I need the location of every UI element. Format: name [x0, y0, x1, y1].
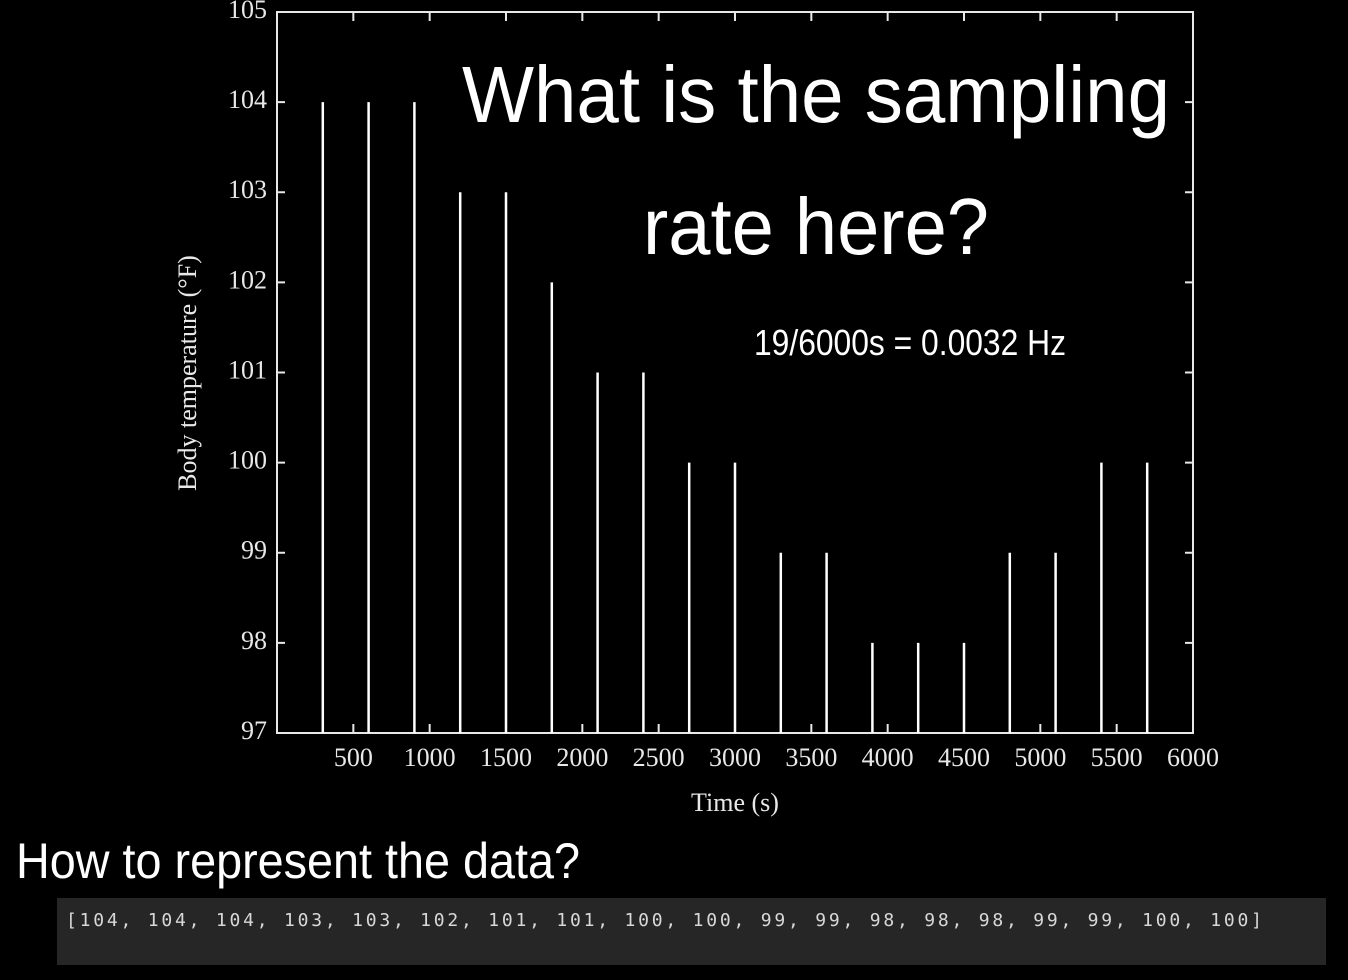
x-tick-label: 500 — [334, 743, 373, 772]
x-tick-label: 1500 — [480, 743, 532, 772]
y-tick-label: 102 — [228, 265, 267, 294]
y-tick-label: 101 — [228, 355, 267, 384]
y-axis-label: Body temperature (°F) — [173, 255, 202, 491]
annotation: 19/6000s = 0.0032 Hz — [754, 322, 1066, 363]
x-tick-label: 1000 — [404, 743, 456, 772]
title-line: rate here? — [643, 182, 989, 271]
x-tick-label: 6000 — [1167, 743, 1219, 772]
y-tick-label: 97 — [241, 716, 267, 745]
x-tick-label: 3000 — [709, 743, 761, 772]
y-tick-label: 104 — [228, 85, 267, 114]
question: How to represent the data? — [16, 833, 580, 889]
x-tick-label: 5000 — [1014, 743, 1066, 772]
x-tick-label: 2000 — [556, 743, 608, 772]
y-tick-label: 103 — [228, 175, 267, 204]
x-tick-label: 2500 — [633, 743, 685, 772]
x-axis-label: Time (s) — [691, 788, 779, 817]
y-tick-label: 98 — [241, 626, 267, 655]
y-tick-label: 100 — [228, 446, 267, 475]
code-block — [57, 898, 1326, 965]
y-tick-label: 105 — [228, 0, 267, 24]
x-tick-label: 4000 — [862, 743, 914, 772]
title-line: What is the sampling — [462, 50, 1170, 139]
x-tick-label: 4500 — [938, 743, 990, 772]
y-tick-label: 99 — [241, 536, 267, 565]
x-tick-label: 5500 — [1091, 743, 1143, 772]
x-tick-label: 3500 — [785, 743, 837, 772]
